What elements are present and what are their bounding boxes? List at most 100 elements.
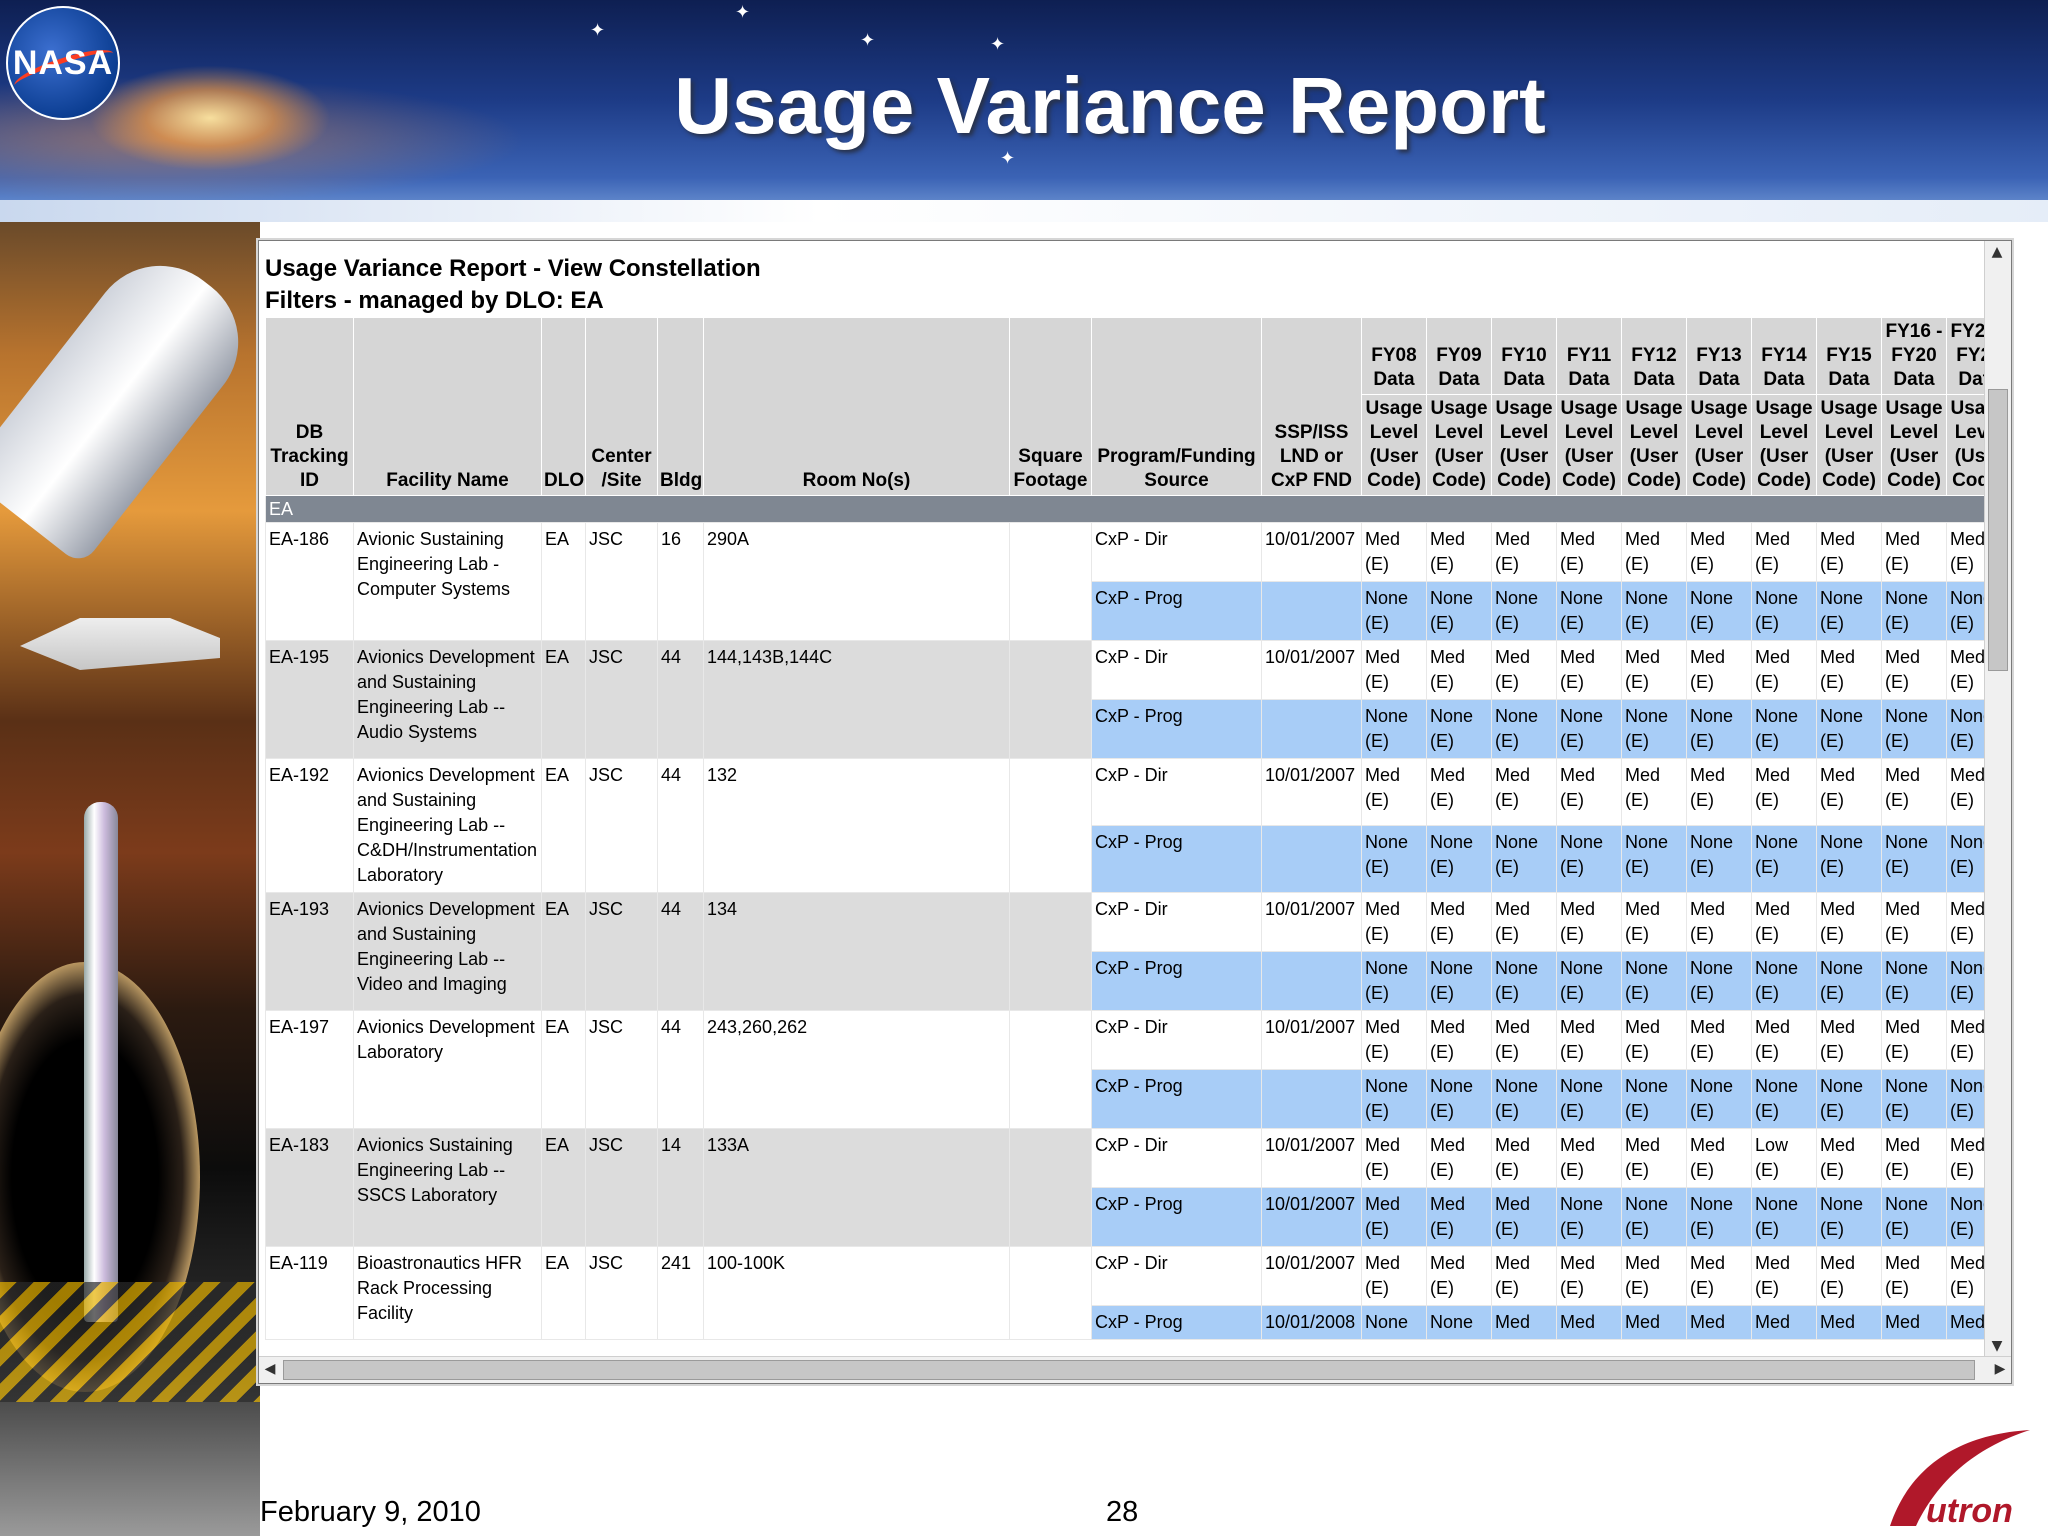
usage-level-cell: Med xyxy=(1816,1305,1882,1340)
bldg-cell: 241 xyxy=(657,1246,704,1340)
col-subheader-usage-level: Usage Level (User Code) xyxy=(1816,394,1882,496)
col-header-bldg[interactable]: Bldg xyxy=(657,317,704,496)
usage-level-cell: Med (E) xyxy=(1621,1128,1687,1188)
usage-level-cell: Med (E) xyxy=(1491,522,1557,582)
col-header-fy15[interactable]: FY15 Data xyxy=(1816,317,1882,395)
col-subheader-usage-level: Usage Level (User Code) xyxy=(1491,394,1557,496)
col-header-fy16-20[interactable]: FY16 - FY20 Data xyxy=(1881,317,1947,395)
program-cell: CxP - Dir xyxy=(1091,758,1262,826)
usage-level-cell: Med (E) xyxy=(1621,1246,1687,1306)
usage-level-cell: None (E) xyxy=(1686,1069,1752,1129)
usage-level-cell: Med (E) xyxy=(1361,522,1427,582)
usage-level-cell: Med (E) xyxy=(1751,1010,1817,1070)
slide-title: Usage Variance Report xyxy=(674,61,1546,150)
usage-level-cell: None (E) xyxy=(1621,1069,1687,1129)
usage-level-cell: Med (E) xyxy=(1491,758,1557,826)
usage-level-cell: Med (E) xyxy=(1816,892,1882,952)
ssp-date-cell: 10/01/2007 xyxy=(1261,892,1362,952)
space-collage-image xyxy=(0,222,260,1536)
db-tracking-id-cell: EA-186 xyxy=(265,522,354,641)
table-row[interactable]: CxP - Prog None (E) None (E) None (E) None (… xyxy=(266,581,2011,641)
col-header-db-tracking-id[interactable]: DB Tracking ID xyxy=(265,317,354,496)
rocket-illustration xyxy=(84,802,118,1322)
col-header-fy13[interactable]: FY13 Data xyxy=(1686,317,1752,395)
usage-level-cell: Med (E) xyxy=(1361,758,1427,826)
usage-level-cell: Med (E) xyxy=(1816,1128,1882,1188)
col-header-fy08[interactable]: FY08 Data xyxy=(1361,317,1427,395)
table-row[interactable]: EA-197 Avionics Development Laboratory EA J… xyxy=(265,1010,2011,1129)
table-row[interactable]: EA-186 Avionic Sustaining Engineering Lab… xyxy=(265,522,2011,641)
col-subheader-usage-level: Usage Level (User Code) xyxy=(1426,394,1492,496)
star-icon: ✦ xyxy=(1000,148,1016,169)
group-row: EA xyxy=(265,495,2011,523)
scroll-down-arrow-icon[interactable]: ▼ xyxy=(1991,1338,2003,1354)
usage-level-cell: None (E) xyxy=(1556,699,1622,759)
col-header-fy09[interactable]: FY09 Data xyxy=(1426,317,1492,395)
program-cell: CxP - Dir xyxy=(1091,1246,1262,1306)
usage-level-cell: Med (E) xyxy=(1361,1010,1427,1070)
usage-level-cell: None (E) xyxy=(1621,951,1687,1011)
usage-level-cell: None (E) xyxy=(1361,825,1427,893)
usage-level-cell: None xyxy=(1361,1305,1427,1340)
program-cell: CxP - Prog xyxy=(1091,1305,1262,1340)
center-site-cell: JSC xyxy=(585,758,658,893)
usage-level-cell: None (E) xyxy=(1751,1069,1817,1129)
scroll-left-arrow-icon[interactable]: ◀ xyxy=(264,1361,276,1377)
table-row[interactable]: CxP - Prog None (E) None (E) None (E) None (… xyxy=(266,699,2011,759)
vertical-scrollbar[interactable]: ▲ ▼ xyxy=(1984,241,2011,1357)
usage-level-cell: None (E) xyxy=(1491,581,1557,641)
horizontal-scroll-thumb[interactable] xyxy=(283,1360,1975,1380)
square-footage-cell xyxy=(1009,1246,1092,1340)
col-header-center-site[interactable]: Center /Site xyxy=(585,317,658,496)
usage-level-cell: Med (E) xyxy=(1881,640,1947,700)
col-header-dlo[interactable]: DLO xyxy=(541,317,586,496)
horizontal-scrollbar[interactable]: ◀ ▶ xyxy=(259,1356,2011,1383)
usage-level-cell: Med (E) xyxy=(1556,522,1622,582)
usage-level-cell: None (E) xyxy=(1816,699,1882,759)
usage-level-cell: None (E) xyxy=(1881,1069,1947,1129)
bldg-cell: 14 xyxy=(657,1128,704,1247)
col-header-program[interactable]: Program/Funding Source xyxy=(1091,317,1262,496)
table-row[interactable]: CxP - Prog None (E) None (E) None (E) None (… xyxy=(266,951,2011,1011)
usage-level-cell: Med (E) xyxy=(1491,1128,1557,1188)
col-header-fy10[interactable]: FY10 Data xyxy=(1491,317,1557,395)
program-cell: CxP - Prog xyxy=(1091,825,1262,893)
table-row[interactable]: CxP - Prog None (E) None (E) None (E) None (… xyxy=(266,1069,2011,1129)
usage-level-cell: None (E) xyxy=(1881,1187,1947,1247)
usage-level-cell: None (E) xyxy=(1556,951,1622,1011)
program-cell: CxP - Dir xyxy=(1091,1010,1262,1070)
usage-level-cell: None (E) xyxy=(1816,951,1882,1011)
capsule-illustration xyxy=(0,237,260,567)
ssp-date-cell xyxy=(1261,699,1362,759)
usage-level-cell: Med xyxy=(1556,1305,1622,1340)
table-row[interactable]: EA-193 Avionics Development and Sustainin… xyxy=(265,892,2011,1011)
ssp-date-cell xyxy=(1261,825,1362,893)
usage-level-cell: None (E) xyxy=(1816,1187,1882,1247)
usage-level-cell: Med (E) xyxy=(1361,1246,1427,1306)
col-header-fy12[interactable]: FY12 Data xyxy=(1621,317,1687,395)
room-cell: 243,260,262 xyxy=(703,1010,1010,1129)
scroll-up-arrow-icon[interactable]: ▲ xyxy=(1991,244,2003,260)
col-header-facility-name[interactable]: Facility Name xyxy=(353,317,542,496)
table-row[interactable]: EA-195 Avionics Development and Sustainin… xyxy=(265,640,2011,759)
col-header-room[interactable]: Room No(s) xyxy=(703,317,1010,496)
col-subheader-usage-level: Usage Level (User Code) xyxy=(1751,394,1817,496)
col-header-ssp[interactable]: SSP/ISS LND or CxP FND xyxy=(1261,317,1362,496)
table-row[interactable]: EA-192 Avionics Development and Sustainin… xyxy=(265,758,2011,893)
futron-logo-text: utron xyxy=(1926,1492,2013,1530)
facility-name-cell: Avionics Sustaining Engineering Lab -- S… xyxy=(353,1128,542,1247)
vertical-scroll-thumb[interactable] xyxy=(1988,389,2008,671)
usage-level-cell: None (E) xyxy=(1426,1069,1492,1129)
col-header-fy11[interactable]: FY11 Data xyxy=(1556,317,1622,395)
table-row[interactable]: CxP - Prog None (E) None (E) None (E) None (… xyxy=(266,825,2011,893)
table-row[interactable]: EA-183 Avionics Sustaining Engineering La… xyxy=(265,1128,2011,1247)
col-header-square-footage[interactable]: Square Footage xyxy=(1009,317,1092,496)
col-header-fy14[interactable]: FY14 Data xyxy=(1751,317,1817,395)
ssp-date-cell: 10/01/2007 xyxy=(1261,640,1362,700)
usage-level-cell: Med (E) xyxy=(1881,1246,1947,1306)
table-row[interactable]: EA-119 Bioastronautics HFR Rack Processin… xyxy=(265,1246,2011,1340)
dlo-cell: EA xyxy=(541,758,586,893)
scroll-right-arrow-icon[interactable]: ▶ xyxy=(1994,1361,2006,1377)
facility-name-cell: Bioastronautics HFR Rack Processing Faci… xyxy=(353,1246,542,1340)
star-icon: ✦ xyxy=(860,30,876,51)
